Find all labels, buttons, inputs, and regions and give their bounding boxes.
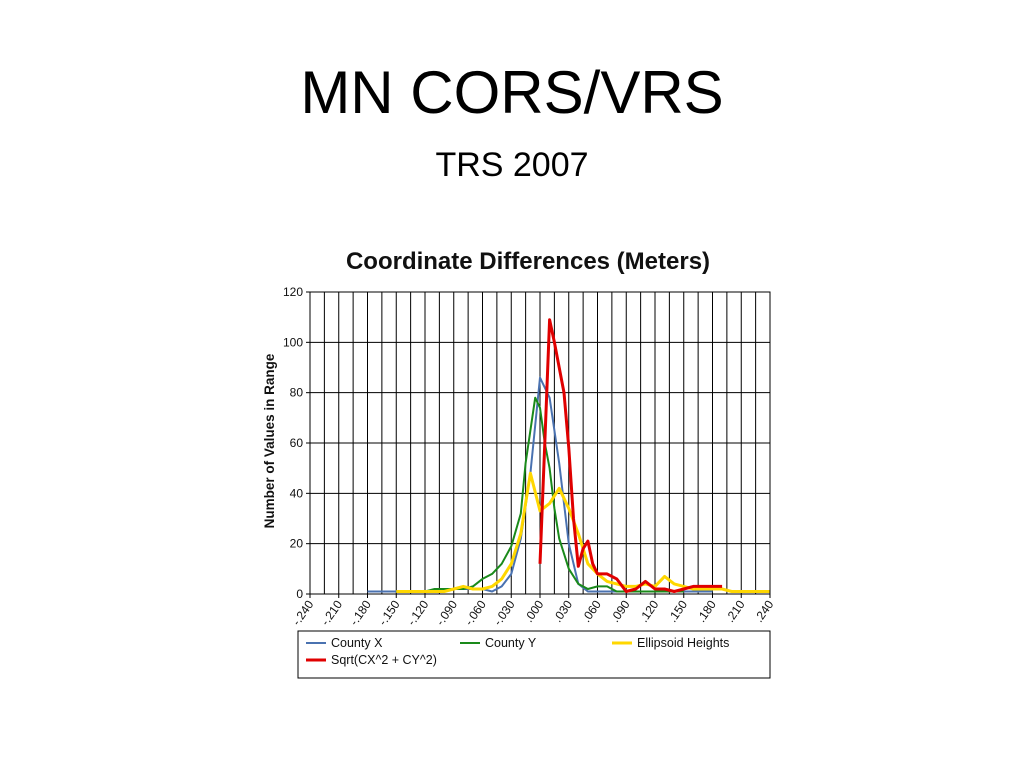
slide-subtitle: TRS 2007 (435, 146, 589, 184)
chart-title: Coordinate Differences (Meters) (346, 248, 710, 275)
x-tick-label: .060 (579, 597, 604, 624)
y-axis-label: Number of Values in Range (262, 353, 277, 528)
x-tick-label: -.090 (433, 597, 460, 628)
y-tick-label: 100 (283, 335, 303, 349)
x-axis-ticks: -.240 -.210 -.180 -.150 -.120 -.090 -.060 -.030… (289, 597, 776, 628)
x-tick-label: .150 (665, 597, 690, 624)
x-tick-label: -.120 (404, 597, 431, 628)
x-tick-label: .120 (637, 597, 662, 624)
series-line-3 (538, 318, 723, 593)
y-tick-label: 60 (290, 436, 304, 450)
y-tick-label: 80 (290, 386, 304, 400)
x-tick-label: -.030 (491, 597, 518, 628)
x-tick-label: .030 (550, 597, 575, 624)
y-tick-label: 0 (296, 587, 303, 601)
legend-label: County Y (485, 636, 537, 650)
y-tick-label: 20 (290, 537, 304, 551)
y-tick-label: 40 (290, 486, 304, 500)
x-tick-label: -.180 (347, 597, 374, 628)
plot-frame (309, 291, 771, 595)
x-tick-label: -.210 (318, 597, 345, 628)
chart: Coordinate Differences (Meters) Number o… (262, 248, 777, 679)
legend-label: County X (331, 636, 383, 650)
y-tick-label: 120 (283, 285, 303, 299)
legend-label: Sqrt(CX^2 + CY^2) (331, 653, 437, 667)
legend-label: Ellipsoid Heights (637, 636, 729, 650)
x-tick-label: -.150 (376, 597, 403, 628)
y-axis-ticks: 0 20 40 60 80 100 120 (283, 285, 303, 601)
legend-box (297, 630, 771, 679)
gridlines (306, 291, 771, 598)
x-tick-label: .210 (723, 597, 748, 624)
series-lines (367, 318, 770, 593)
legend: County X County Y Ellipsoid Heights Sqrt(CX… (297, 630, 771, 679)
x-tick-label: .240 (752, 597, 777, 624)
x-tick-label: -.240 (289, 597, 316, 628)
x-tick-label: .000 (522, 597, 547, 624)
slide-title: MN CORS/VRS (300, 59, 724, 126)
x-tick-label: -.060 (462, 597, 489, 628)
x-tick-label: .090 (608, 597, 633, 624)
series-line-2 (396, 471, 770, 593)
x-tick-label: .180 (694, 597, 719, 624)
